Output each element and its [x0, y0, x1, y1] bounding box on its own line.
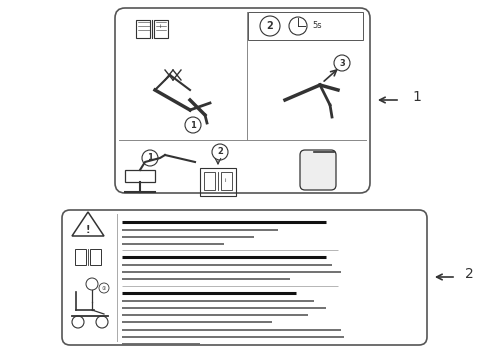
Text: ①: ① — [102, 285, 106, 291]
Bar — [90, 249, 101, 265]
Text: i: i — [224, 177, 225, 183]
Bar — [203, 172, 215, 190]
Text: 1: 1 — [411, 90, 420, 104]
Text: 2: 2 — [464, 267, 473, 281]
Bar — [247, 12, 362, 40]
Bar — [154, 20, 168, 38]
Text: 2: 2 — [217, 148, 223, 157]
FancyBboxPatch shape — [299, 150, 335, 190]
Text: 5s: 5s — [311, 22, 321, 31]
Text: 2: 2 — [266, 21, 273, 31]
Bar — [136, 20, 150, 38]
Text: i: i — [159, 24, 161, 30]
Bar — [221, 172, 231, 190]
Bar — [75, 249, 86, 265]
FancyBboxPatch shape — [62, 210, 426, 345]
Text: 1: 1 — [147, 153, 153, 162]
Text: 3: 3 — [339, 58, 344, 68]
FancyBboxPatch shape — [115, 8, 369, 193]
Bar — [125, 170, 155, 182]
Text: !: ! — [85, 225, 90, 235]
Bar — [200, 168, 236, 196]
Text: 1: 1 — [190, 121, 196, 130]
